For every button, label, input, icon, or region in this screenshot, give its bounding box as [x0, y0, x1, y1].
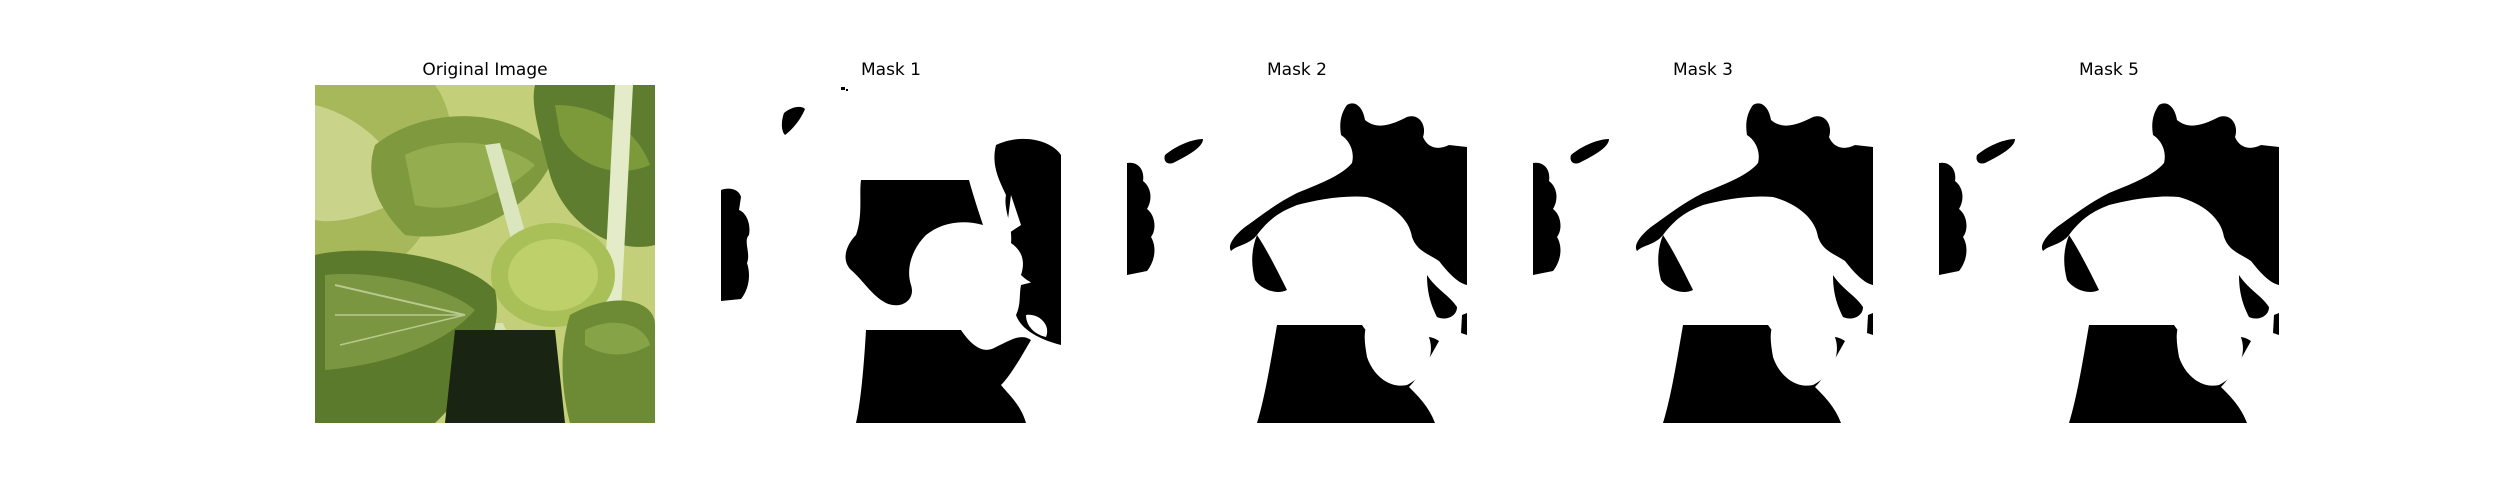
panel-title-mask-2: Mask 2 [1266, 60, 1327, 80]
mask-1-image [721, 85, 1061, 423]
mask-2-panel: Mask 2 [1127, 0, 1467, 500]
mask-3-panel: Mask 3 [1533, 0, 1873, 500]
mask-5-image [1939, 85, 2279, 423]
panel-title-mask-3: Mask 3 [1672, 60, 1733, 80]
panel-title-original-image: Original Image [422, 60, 548, 80]
panel-title-mask-5: Mask 5 [2078, 60, 2139, 80]
original-image-panel: Original Image [315, 0, 655, 500]
mask-5-panel: Mask 5 [1939, 0, 2279, 500]
panel-title-mask-1: Mask 1 [860, 60, 921, 80]
original-image [315, 85, 655, 423]
mask-2-image [1127, 85, 1467, 423]
mask-1-panel: Mask 1 [721, 0, 1061, 500]
mask-3-image [1533, 85, 1873, 423]
